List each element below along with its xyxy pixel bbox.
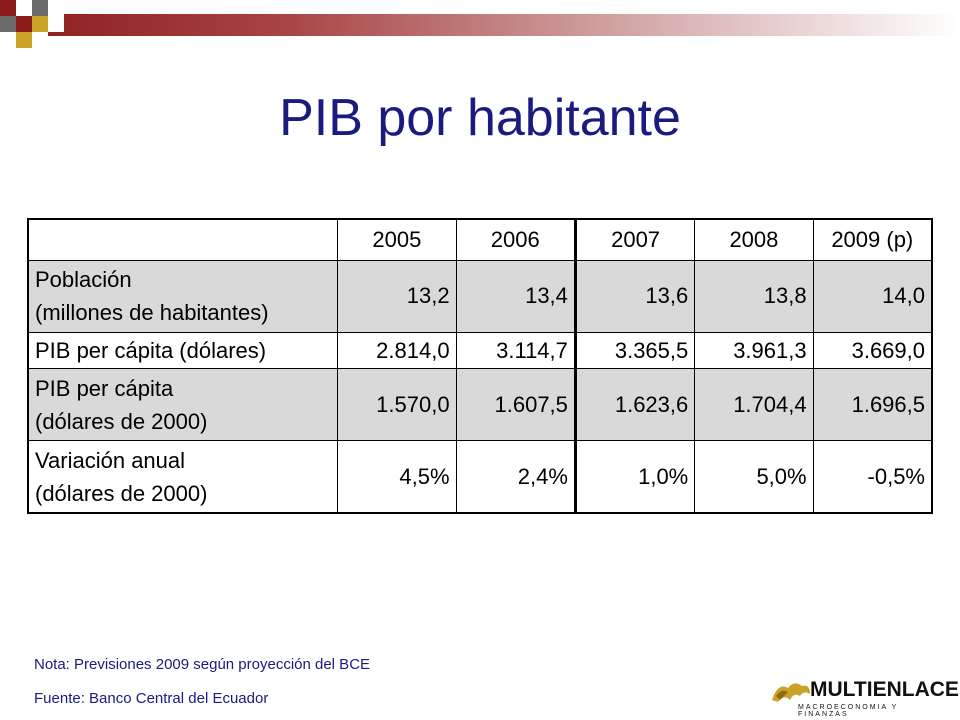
row-label-line: (millones de habitantes): [35, 300, 269, 326]
row-label-line: PIB per cápita: [35, 375, 174, 401]
table-cell: 1,0%: [573, 440, 696, 514]
row-label: Variación anual (dólares de 2000): [27, 440, 339, 514]
row-label-line: Población: [35, 267, 132, 293]
table-cell: 1.607,5: [455, 368, 576, 442]
table-cell: 1.696,5: [812, 368, 933, 442]
table-cell: 2,4%: [455, 440, 576, 514]
table-cell: 13,4: [455, 260, 576, 333]
row-label: Población (millones de habitantes): [27, 260, 339, 333]
year-header: 2006: [455, 218, 576, 261]
decorative-top-band: [0, 14, 960, 36]
logo-brand-name: MULTIENLACE: [810, 678, 959, 701]
row-label: PIB per cápita (dólares): [27, 331, 339, 370]
gdp-per-capita-table: 2005 2006 2007 2008 2009 (p) Población (…: [27, 218, 933, 514]
table-cell: 14,0: [812, 260, 933, 333]
logo-mark-icon: [772, 683, 810, 702]
table-cell: -0,5%: [812, 440, 933, 514]
table-cell: 13,8: [694, 260, 814, 333]
table-cell: 3.669,0: [812, 331, 933, 370]
table-cell: 1.570,0: [337, 368, 457, 442]
footnote-forecast: Nota: Previsiones 2009 según proyección …: [34, 656, 371, 673]
table-cell: 13,2: [337, 260, 457, 333]
table-cell: 5,0%: [694, 440, 814, 514]
table-cell: 3.114,7: [455, 331, 576, 370]
table-row: Población (millones de habitantes) 13,2 …: [27, 260, 933, 333]
table-cell: 1.623,6: [573, 368, 696, 442]
row-label: PIB per cápita (dólares de 2000): [27, 368, 339, 442]
table-header-row: 2005 2006 2007 2008 2009 (p): [27, 218, 933, 261]
table-row: PIB per cápita (dólares) 2.814,0 3.114,7…: [27, 331, 933, 370]
table-cell: 4,5%: [337, 440, 457, 514]
table-row: Variación anual (dólares de 2000) 4,5% 2…: [27, 440, 933, 514]
header-empty-cell: [27, 218, 339, 261]
table-cell: 3.365,5: [573, 331, 696, 370]
page-title: PIB por habitante: [279, 89, 681, 147]
table-row: PIB per cápita (dólares de 2000) 1.570,0…: [27, 368, 933, 442]
decorative-checker-pattern: [0, 0, 78, 56]
table-cell: 13,6: [573, 260, 696, 333]
footnote-source: Fuente: Banco Central del Ecuador: [34, 690, 269, 707]
year-header: 2005: [337, 218, 457, 261]
multienlace-logo: MULTIENLACE MACROECONOMIA Y FINANZAS: [770, 674, 959, 718]
year-header: 2009 (p): [812, 218, 933, 261]
table-cell: 3.961,3: [694, 331, 814, 370]
table-cell: 1.704,4: [694, 368, 814, 442]
logo-tagline: MACROECONOMIA Y FINANZAS: [798, 704, 899, 718]
table-cell: 2.814,0: [337, 331, 457, 370]
year-header: 2008: [694, 218, 814, 261]
row-label-line: Variación anual: [35, 447, 186, 473]
row-label-line: (dólares de 2000): [35, 408, 208, 434]
year-header: 2007: [573, 218, 696, 261]
row-label-line: (dólares de 2000): [35, 480, 208, 506]
